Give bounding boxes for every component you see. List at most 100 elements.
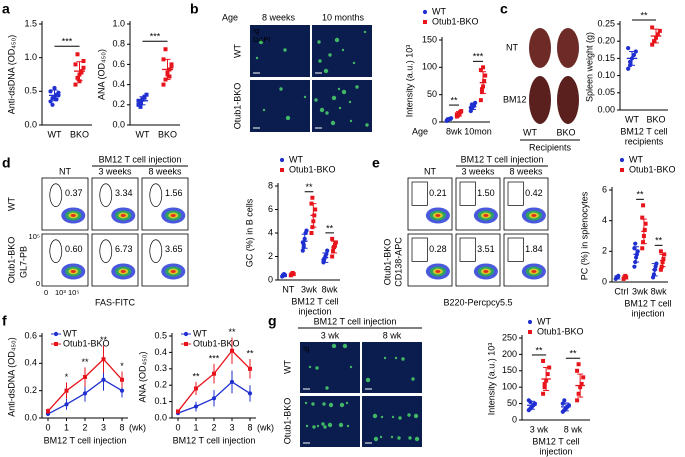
point bbox=[330, 236, 335, 241]
y-tick-label: 1.0 bbox=[112, 18, 125, 28]
point bbox=[661, 257, 666, 261]
x-tick-label: 8wk bbox=[651, 286, 668, 296]
cell-signal bbox=[305, 424, 309, 428]
cell-signal bbox=[349, 365, 353, 369]
x-tick-label: 0 bbox=[45, 422, 50, 432]
x-tick-label: Ctrl bbox=[614, 286, 628, 296]
micrograph bbox=[312, 25, 372, 77]
label: BM12 bbox=[503, 94, 527, 104]
cell-signal bbox=[398, 416, 402, 420]
point bbox=[642, 227, 647, 232]
cell-signal bbox=[346, 424, 350, 428]
point bbox=[167, 74, 172, 79]
cell-signal bbox=[323, 425, 327, 429]
point bbox=[64, 388, 69, 393]
label: 0 bbox=[44, 288, 48, 297]
y-tick-label: 0.2 bbox=[154, 380, 167, 390]
point bbox=[650, 25, 655, 30]
significance: *** bbox=[150, 32, 161, 42]
point bbox=[163, 47, 168, 52]
point bbox=[527, 319, 533, 325]
point bbox=[643, 221, 648, 226]
gate bbox=[49, 239, 63, 263]
point bbox=[77, 79, 82, 84]
x-tick-label: 3 wk bbox=[530, 424, 549, 434]
y-tick-label: 0 bbox=[602, 276, 607, 286]
significance: ** bbox=[100, 335, 108, 345]
gate bbox=[149, 183, 163, 207]
label: BM12 T cell injection bbox=[99, 154, 182, 164]
point bbox=[542, 385, 547, 390]
y-axis-label: Anti-dsDNA (OD₄₅₀) bbox=[6, 337, 16, 417]
point bbox=[120, 377, 124, 382]
significance: ** bbox=[81, 357, 89, 367]
cell-signal bbox=[339, 402, 345, 408]
x-axis-label: recipients bbox=[625, 136, 664, 146]
cell-signal bbox=[317, 40, 321, 44]
cell-signal bbox=[328, 402, 334, 408]
point bbox=[633, 49, 638, 54]
point bbox=[633, 241, 638, 246]
y-tick-label: 0 bbox=[268, 274, 273, 284]
label: Ig bbox=[253, 26, 259, 35]
point bbox=[641, 240, 646, 245]
x-axis-label: injection bbox=[631, 308, 664, 318]
cell-signal bbox=[322, 402, 326, 406]
point bbox=[161, 82, 166, 87]
cell-signal bbox=[342, 343, 348, 349]
x-tick-label: 1 bbox=[64, 422, 69, 432]
gate bbox=[507, 181, 524, 206]
point bbox=[478, 98, 483, 103]
cell-signal bbox=[285, 115, 291, 121]
point bbox=[194, 386, 198, 391]
cell-signal bbox=[355, 85, 359, 89]
x-tick-label: BKO bbox=[70, 129, 89, 139]
point bbox=[478, 68, 483, 73]
x-axis-label: BM12 T cell bbox=[532, 436, 579, 446]
point bbox=[541, 358, 546, 363]
y-axis-label: ANA (OD₄₅₀) bbox=[137, 351, 147, 402]
flow-plot bbox=[407, 233, 453, 287]
cell-signal bbox=[312, 425, 316, 429]
point bbox=[650, 42, 655, 47]
x-tick-label: BKO bbox=[646, 114, 665, 124]
density bbox=[531, 213, 537, 217]
gate-value: 1.56 bbox=[165, 188, 183, 198]
label: WT bbox=[6, 197, 16, 211]
cell-signal bbox=[365, 377, 371, 383]
point bbox=[81, 59, 86, 64]
point bbox=[300, 248, 305, 253]
point bbox=[581, 375, 586, 380]
legend-label: Otub1-BKO bbox=[289, 164, 336, 174]
point bbox=[459, 109, 464, 114]
cell-signal bbox=[316, 424, 320, 428]
point bbox=[576, 362, 581, 367]
point bbox=[542, 381, 547, 386]
x-unit: (wk) bbox=[257, 422, 274, 432]
legend-label: Otub1-BKO bbox=[537, 326, 584, 336]
cell-signal bbox=[321, 422, 325, 426]
flow-plot bbox=[41, 233, 89, 287]
point bbox=[620, 168, 624, 172]
cell-signal bbox=[365, 123, 369, 127]
point bbox=[101, 357, 106, 362]
cell-signal bbox=[304, 401, 308, 405]
point bbox=[161, 57, 166, 62]
y-tick-label: 150 bbox=[422, 34, 437, 44]
significance: ** bbox=[305, 182, 313, 192]
x-tick-label: 3wk bbox=[301, 284, 318, 294]
point bbox=[136, 102, 141, 107]
y-tick-label: 0.20 bbox=[597, 36, 615, 46]
density bbox=[120, 269, 126, 273]
label: Age bbox=[222, 12, 238, 22]
cell-signal bbox=[314, 98, 318, 102]
y-tick-label: 100 bbox=[422, 62, 437, 72]
point bbox=[75, 75, 80, 80]
y-axis-label: Intensity (a.u.) 10³ bbox=[404, 45, 414, 118]
cell-signal bbox=[331, 95, 337, 101]
significance: ** bbox=[450, 95, 458, 105]
micrograph bbox=[250, 25, 310, 77]
y-tick-label: 0.00 bbox=[597, 104, 615, 114]
y-tick-label: 0.15 bbox=[597, 53, 615, 63]
point bbox=[247, 391, 253, 396]
